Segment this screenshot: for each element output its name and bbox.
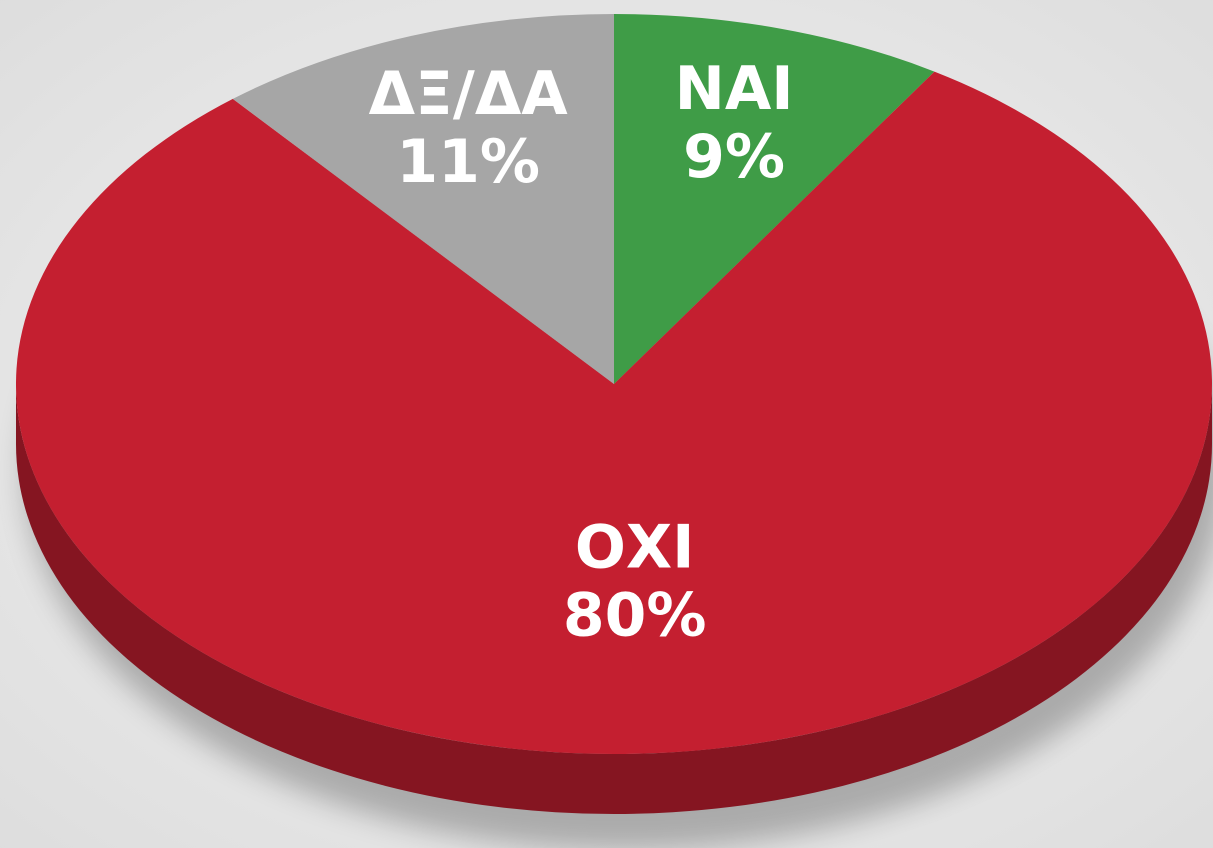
slice-value-label: 11% — [396, 127, 540, 197]
slice-label: ΟΧΙ — [575, 513, 695, 583]
slice-value-label: 9% — [683, 122, 785, 192]
slice-label: ΔΞ/ΔΑ — [369, 59, 569, 129]
slice — [614, 14, 935, 384]
slice — [15, 71, 1212, 754]
slice-side — [16, 384, 1212, 814]
slice — [232, 13, 615, 384]
slice-value-label: 80% — [563, 581, 707, 651]
slice-label: ΝΑΙ — [675, 54, 794, 124]
